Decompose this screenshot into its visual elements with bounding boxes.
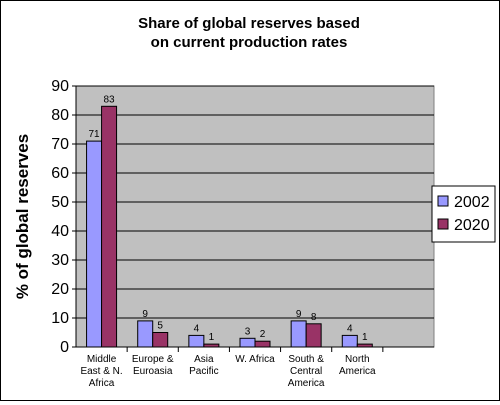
data-label: 2 <box>260 329 266 340</box>
data-label: 3 <box>245 326 251 337</box>
y-axis-label: % of global reserves <box>13 134 32 299</box>
chart-title-line: Share of global reserves based <box>138 15 360 32</box>
legend-label-2020: 2020 <box>454 217 490 234</box>
bar-2002 <box>341 334 358 348</box>
bar-2002 <box>188 334 205 348</box>
chart-title: Share of global reserves based on current… <box>138 15 360 51</box>
x-category-label: W. Africa <box>235 354 275 365</box>
x-category-label: Euroasia <box>133 366 173 377</box>
legend-box <box>431 185 496 243</box>
data-label: 5 <box>157 321 163 332</box>
bars <box>86 105 373 348</box>
y-tick-label: 70 <box>51 136 69 153</box>
plot-area <box>75 85 435 348</box>
data-label: 9 <box>296 309 302 320</box>
y-tick-labels: 0 10 20 30 40 50 60 70 80 90 <box>51 78 69 356</box>
x-category-label: Pacific <box>189 366 218 377</box>
bar-2020 <box>305 323 322 348</box>
chart-title-line: on current production rates <box>151 34 348 51</box>
data-label: 1 <box>209 332 215 343</box>
data-label: 9 <box>142 309 148 320</box>
data-label: 83 <box>104 94 116 105</box>
legend-label-2002: 2002 <box>454 194 490 211</box>
x-category-label: East & N. <box>80 366 122 377</box>
data-label: 1 <box>362 332 368 343</box>
y-tick-label: 90 <box>51 78 69 95</box>
x-category-label: North <box>345 354 369 365</box>
legend: 2002 2020 <box>431 185 496 243</box>
data-label: 4 <box>347 323 353 334</box>
x-category-label: Central <box>290 366 322 377</box>
legend-swatch-2002 <box>437 195 449 207</box>
axes <box>72 85 434 352</box>
x-category-label: Middle <box>87 354 117 365</box>
x-category-label: America <box>339 366 376 377</box>
y-tick-label: 20 <box>51 281 69 298</box>
x-category-label: Europe & <box>132 354 174 365</box>
y-tick-label: 0 <box>60 339 69 356</box>
y-tick-label: 40 <box>51 223 69 240</box>
x-category-label: Africa <box>89 378 115 389</box>
legend-swatch-2020 <box>437 218 449 230</box>
y-tick-label: 80 <box>51 107 69 124</box>
bar-2020 <box>254 340 271 348</box>
bar-2020 <box>152 332 169 348</box>
y-tick-label: 10 <box>51 310 69 327</box>
x-category-label: America <box>288 378 325 389</box>
data-label: 8 <box>311 312 317 323</box>
gridlines <box>76 85 434 319</box>
y-tick-label: 50 <box>51 194 69 211</box>
x-category-label: Asia <box>194 354 214 365</box>
bar-2020 <box>101 105 118 348</box>
bar-2002 <box>86 140 103 348</box>
data-label: 71 <box>89 129 101 140</box>
data-label: 4 <box>194 323 200 334</box>
bar-2002 <box>290 320 307 348</box>
bar-2002 <box>239 337 256 348</box>
y-tick-label: 60 <box>51 165 69 182</box>
bar-2002 <box>137 320 154 348</box>
y-tick-label: 30 <box>51 252 69 269</box>
x-category-label: South & <box>288 354 324 365</box>
